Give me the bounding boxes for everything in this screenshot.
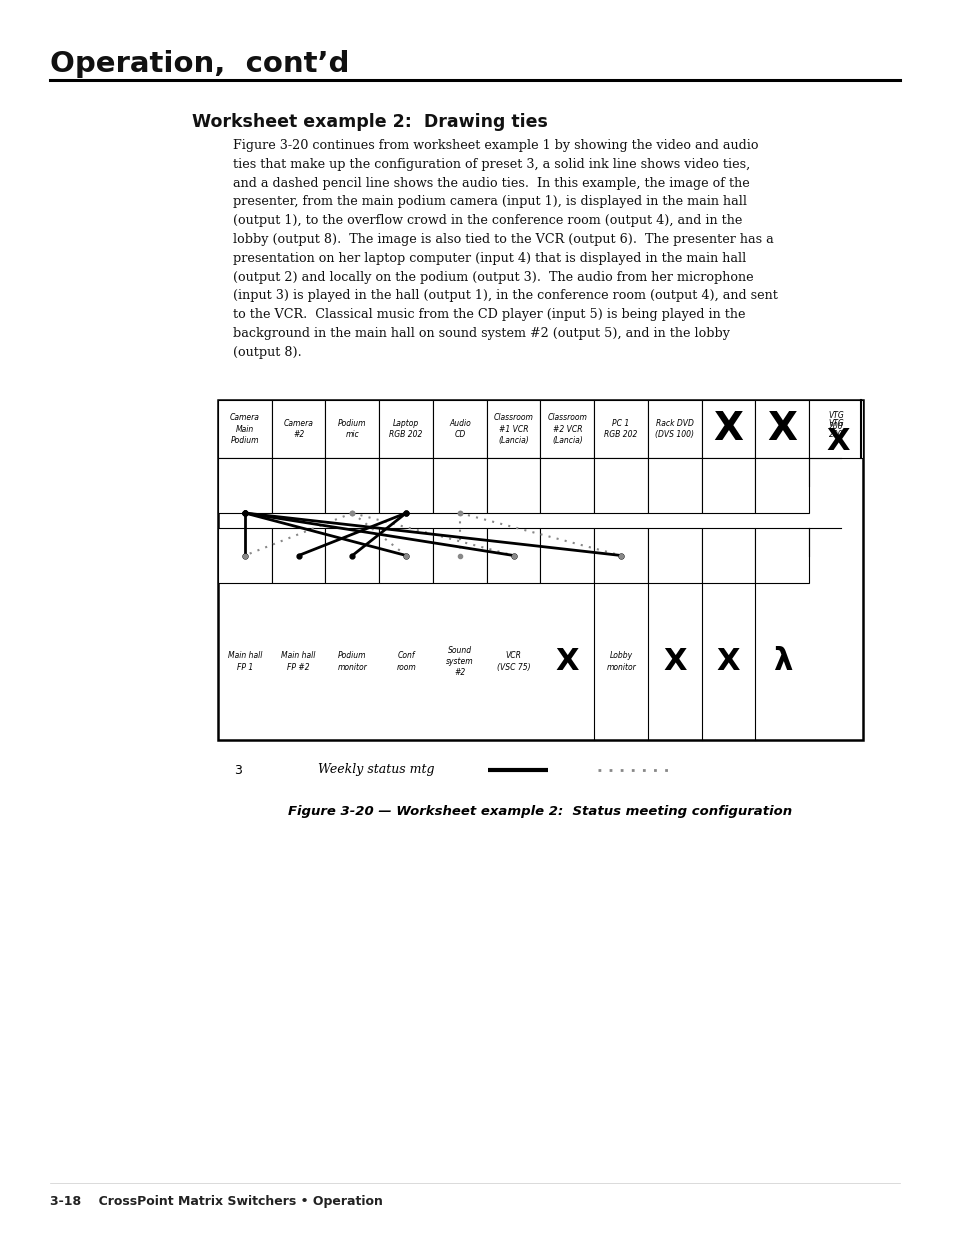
Text: presentation on her laptop computer (input 4) that is displayed in the main hall: presentation on her laptop computer (inp…	[233, 252, 745, 264]
Text: Main hall
FP #2: Main hall FP #2	[281, 651, 315, 672]
Bar	[433, 400, 486, 458]
Bar	[755, 529, 808, 583]
Bar	[379, 400, 433, 458]
Text: Classroom
#1 VCR
(Lancia): Classroom #1 VCR (Lancia)	[493, 414, 533, 445]
Text: VTG
200: VTG 200	[827, 419, 843, 440]
Bar	[701, 529, 755, 583]
Text: PC 1
RGB 202: PC 1 RGB 202	[604, 419, 638, 440]
Bar	[379, 529, 433, 583]
Bar	[540, 529, 594, 583]
Bar	[594, 400, 647, 458]
Text: Sound
system
#2: Sound system #2	[446, 646, 474, 677]
Text: Conf
room: Conf room	[395, 651, 416, 672]
Text: Lobby
monitor: Lobby monitor	[605, 651, 636, 672]
Text: VTG
200: VTG 200	[827, 411, 843, 431]
Text: X: X	[825, 426, 849, 456]
Text: Podium
mic: Podium mic	[337, 419, 366, 440]
Text: background in the main hall on sound system #2 (output 5), and in the lobby: background in the main hall on sound sys…	[233, 327, 729, 340]
Text: Camera
#2: Camera #2	[283, 419, 314, 440]
Bar	[594, 529, 647, 583]
Text: Main hall
FP 1: Main hall FP 1	[228, 651, 262, 672]
Text: X: X	[716, 647, 740, 676]
Bar	[540, 400, 594, 458]
Text: Rack DVD
(DVS 100): Rack DVD (DVS 100)	[655, 419, 694, 440]
Text: X: X	[662, 647, 686, 676]
Bar	[272, 529, 325, 583]
Bar	[755, 400, 808, 458]
Text: X: X	[555, 647, 578, 676]
Bar	[325, 529, 379, 583]
Bar	[218, 400, 272, 458]
Text: Audio
CD: Audio CD	[449, 419, 470, 440]
Text: (output 8).: (output 8).	[233, 346, 301, 359]
Bar	[594, 458, 647, 513]
Text: 3-18    CrossPoint Matrix Switchers • Operation: 3-18 CrossPoint Matrix Switchers • Opera…	[50, 1195, 382, 1208]
Bar	[647, 529, 701, 583]
Text: ties that make up the configuration of preset 3, a solid ink line shows video ti: ties that make up the configuration of p…	[233, 158, 749, 170]
Bar	[486, 529, 540, 583]
Text: presenter, from the main podium camera (input 1), is displayed in the main hall: presenter, from the main podium camera (…	[233, 195, 746, 209]
Bar	[325, 458, 379, 513]
Bar	[701, 458, 755, 513]
Text: X: X	[766, 410, 797, 448]
Bar	[755, 458, 808, 513]
Text: Camera
Main
Podium: Camera Main Podium	[230, 414, 259, 445]
Text: Podium
monitor: Podium monitor	[337, 651, 367, 672]
Text: λ: λ	[772, 647, 791, 676]
Text: Figure 3-20 — Worksheet example 2:  Status meeting configuration: Figure 3-20 — Worksheet example 2: Statu…	[288, 805, 792, 818]
Text: Worksheet example 2:  Drawing ties: Worksheet example 2: Drawing ties	[192, 112, 547, 131]
Bar	[647, 400, 701, 458]
Bar	[433, 529, 486, 583]
Bar	[218, 400, 862, 740]
Bar	[486, 400, 540, 458]
Text: (output 1), to the overflow crowd in the conference room (output 4), and in the: (output 1), to the overflow crowd in the…	[233, 214, 741, 227]
Bar	[486, 458, 540, 513]
Bar	[218, 458, 272, 513]
Bar	[379, 458, 433, 513]
Text: Weekly status mtg: Weekly status mtg	[317, 763, 434, 777]
Bar	[218, 529, 272, 583]
Bar	[272, 400, 325, 458]
Bar	[272, 458, 325, 513]
Text: (output 2) and locally on the podium (output 3).  The audio from her microphone: (output 2) and locally on the podium (ou…	[233, 270, 753, 284]
Text: Figure 3-20 continues from worksheet example 1 by showing the video and audio: Figure 3-20 continues from worksheet exa…	[233, 140, 758, 152]
Text: 3: 3	[233, 763, 242, 777]
Text: to the VCR.  Classical music from the CD player (input 5) is being played in the: to the VCR. Classical music from the CD …	[233, 309, 744, 321]
Text: Laptop
RGB 202: Laptop RGB 202	[389, 419, 422, 440]
Text: lobby (output 8).  The image is also tied to the VCR (output 6).  The presenter : lobby (output 8). The image is also tied…	[233, 233, 773, 246]
Bar	[540, 458, 594, 513]
Text: (input 3) is played in the hall (output 1), in the conference room (output 4), a: (input 3) is played in the hall (output …	[233, 289, 777, 303]
Text: Classroom
#2 VCR
(Lancia): Classroom #2 VCR (Lancia)	[547, 414, 587, 445]
Text: X: X	[713, 410, 742, 448]
Bar	[325, 400, 379, 458]
Text: VCR
(VSC 75): VCR (VSC 75)	[497, 651, 530, 672]
Text: Operation,  cont’d: Operation, cont’d	[50, 49, 349, 78]
Text: and a dashed pencil line shows the audio ties.  In this example, the image of th: and a dashed pencil line shows the audio…	[233, 177, 749, 190]
Bar	[433, 458, 486, 513]
Bar	[808, 400, 862, 458]
Bar	[701, 400, 755, 458]
Bar	[647, 458, 701, 513]
